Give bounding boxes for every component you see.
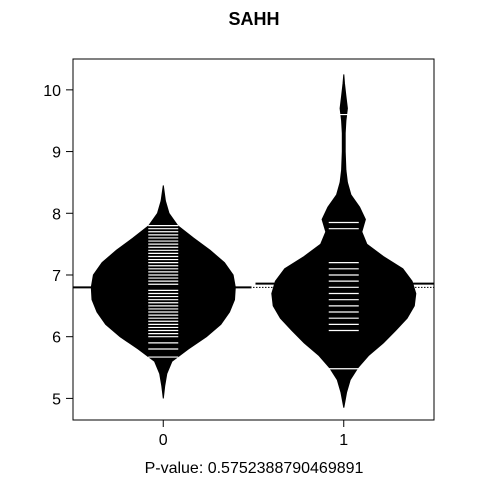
chart-title: SAHH bbox=[228, 9, 279, 29]
y-tick-label-10: 10 bbox=[43, 83, 61, 100]
y-axis: 5 6 7 8 9 10 bbox=[43, 83, 73, 408]
x-tick-label-1: 1 bbox=[339, 432, 348, 449]
y-tick-label-9: 9 bbox=[52, 145, 61, 162]
x-axis-label: P-value: 0.5752388790469891 bbox=[145, 460, 364, 477]
plot-area bbox=[73, 74, 434, 408]
y-tick-label-6: 6 bbox=[52, 330, 61, 347]
y-tick-label-5: 5 bbox=[52, 391, 61, 408]
x-tick-label-0: 0 bbox=[159, 432, 168, 449]
bean-1 bbox=[271, 74, 417, 408]
y-tick-label-7: 7 bbox=[52, 268, 61, 285]
bean-0 bbox=[90, 185, 236, 399]
y-tick-label-8: 8 bbox=[52, 206, 61, 223]
plot-frame bbox=[72, 58, 435, 421]
